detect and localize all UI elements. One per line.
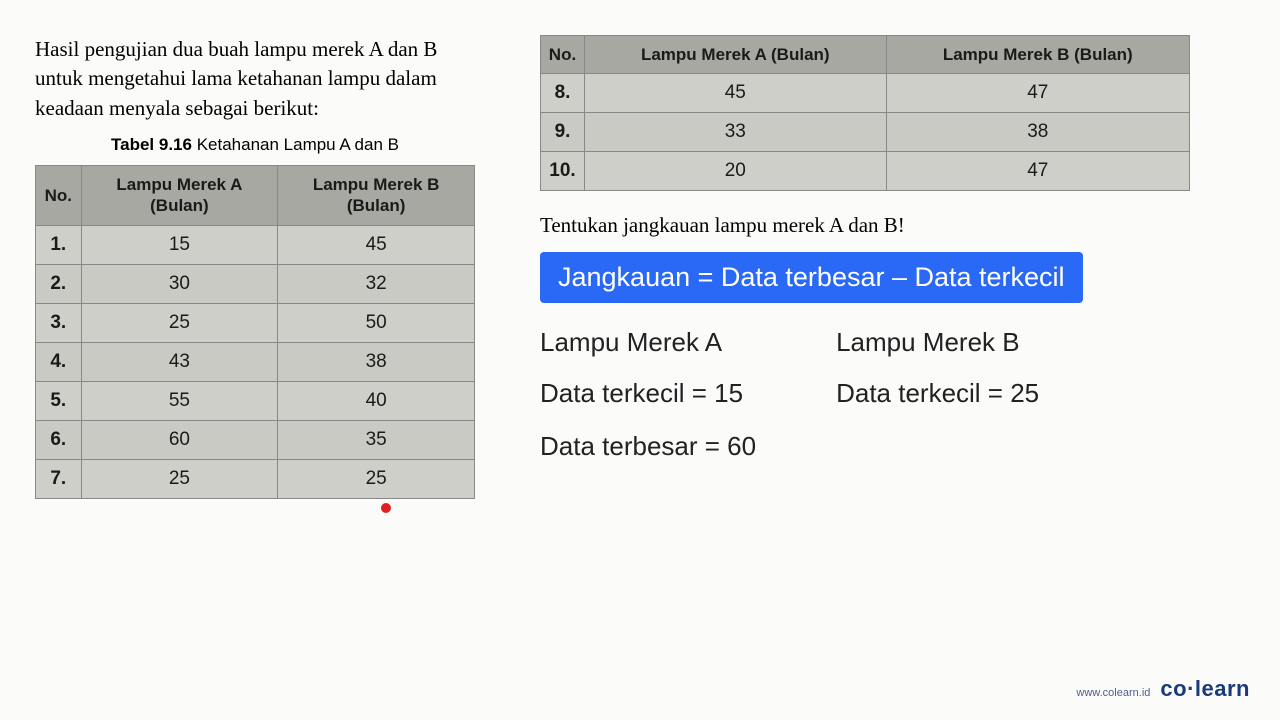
cell-no: 6. <box>36 420 82 459</box>
work-area: Lampu Merek A Data terkecil = 15 Data te… <box>540 327 1190 484</box>
cell-a: 60 <box>81 420 278 459</box>
cell-b: 25 <box>278 459 475 498</box>
cell-b: 32 <box>278 264 475 303</box>
footer-logo: co·learn <box>1160 676 1250 702</box>
cell-a: 20 <box>585 152 887 191</box>
table-row: 5.5540 <box>36 381 475 420</box>
cell-b: 35 <box>278 420 475 459</box>
table-2: No. Lampu Merek A (Bulan) Lampu Merek B … <box>540 35 1190 191</box>
table-row: 9.3338 <box>541 113 1190 152</box>
cell-no: 8. <box>541 74 585 113</box>
cell-b: 40 <box>278 381 475 420</box>
cell-no: 1. <box>36 225 82 264</box>
table-caption: Tabel 9.16 Ketahanan Lampu A dan B <box>35 135 475 155</box>
th-no: No. <box>36 166 82 226</box>
cell-b: 50 <box>278 303 475 342</box>
cell-a: 15 <box>81 225 278 264</box>
table-row: 4.4338 <box>36 342 475 381</box>
th-no: No. <box>541 36 585 74</box>
table-row: 10.2047 <box>541 152 1190 191</box>
work-a-max: Data terbesar = 60 <box>540 431 756 462</box>
cell-a: 45 <box>585 74 887 113</box>
cell-a: 30 <box>81 264 278 303</box>
intro-text: Hasil pengujian dua buah lampu merek A d… <box>35 35 475 123</box>
cell-no: 9. <box>541 113 585 152</box>
footer-url: www.colearn.id <box>1076 687 1150 699</box>
cell-a: 25 <box>81 459 278 498</box>
logo-right: learn <box>1195 676 1250 701</box>
th-a: Lampu Merek A (Bulan) <box>585 36 887 74</box>
table-row: 7.2525 <box>36 459 475 498</box>
cell-b: 47 <box>886 152 1189 191</box>
footer: www.colearn.id co·learn <box>1076 676 1250 702</box>
cell-a: 43 <box>81 342 278 381</box>
work-b-heading: Lampu Merek B <box>836 327 1039 358</box>
work-a-min: Data terkecil = 15 <box>540 378 756 409</box>
cell-no: 5. <box>36 381 82 420</box>
cell-a: 55 <box>81 381 278 420</box>
pointer-dot-icon <box>381 503 391 513</box>
th-b: Lampu Merek B (Bulan) <box>886 36 1189 74</box>
table-row: 6.6035 <box>36 420 475 459</box>
table-row: 8.4547 <box>541 74 1190 113</box>
logo-left: co <box>1160 676 1187 701</box>
cell-b: 38 <box>886 113 1189 152</box>
table-row: 3.2550 <box>36 303 475 342</box>
caption-bold: Tabel 9.16 <box>111 135 192 154</box>
work-b-min: Data terkecil = 25 <box>836 378 1039 409</box>
cell-no: 2. <box>36 264 82 303</box>
cell-a: 25 <box>81 303 278 342</box>
formula-box: Jangkauan = Data terbesar – Data terkeci… <box>540 252 1083 303</box>
question-text: Tentukan jangkauan lampu merek A dan B! <box>540 213 1190 238</box>
work-a-heading: Lampu Merek A <box>540 327 756 358</box>
cell-a: 33 <box>585 113 887 152</box>
table-row: 2.3032 <box>36 264 475 303</box>
cell-b: 45 <box>278 225 475 264</box>
cell-no: 3. <box>36 303 82 342</box>
logo-dot-icon: · <box>1187 676 1195 701</box>
cell-no: 10. <box>541 152 585 191</box>
cell-no: 4. <box>36 342 82 381</box>
table-row: 1.1545 <box>36 225 475 264</box>
caption-rest: Ketahanan Lampu A dan B <box>192 135 399 154</box>
table-1: No. Lampu Merek A (Bulan) Lampu Merek B … <box>35 165 475 499</box>
cell-b: 38 <box>278 342 475 381</box>
cell-no: 7. <box>36 459 82 498</box>
cell-b: 47 <box>886 74 1189 113</box>
th-a: Lampu Merek A (Bulan) <box>81 166 278 226</box>
th-b: Lampu Merek B (Bulan) <box>278 166 475 226</box>
